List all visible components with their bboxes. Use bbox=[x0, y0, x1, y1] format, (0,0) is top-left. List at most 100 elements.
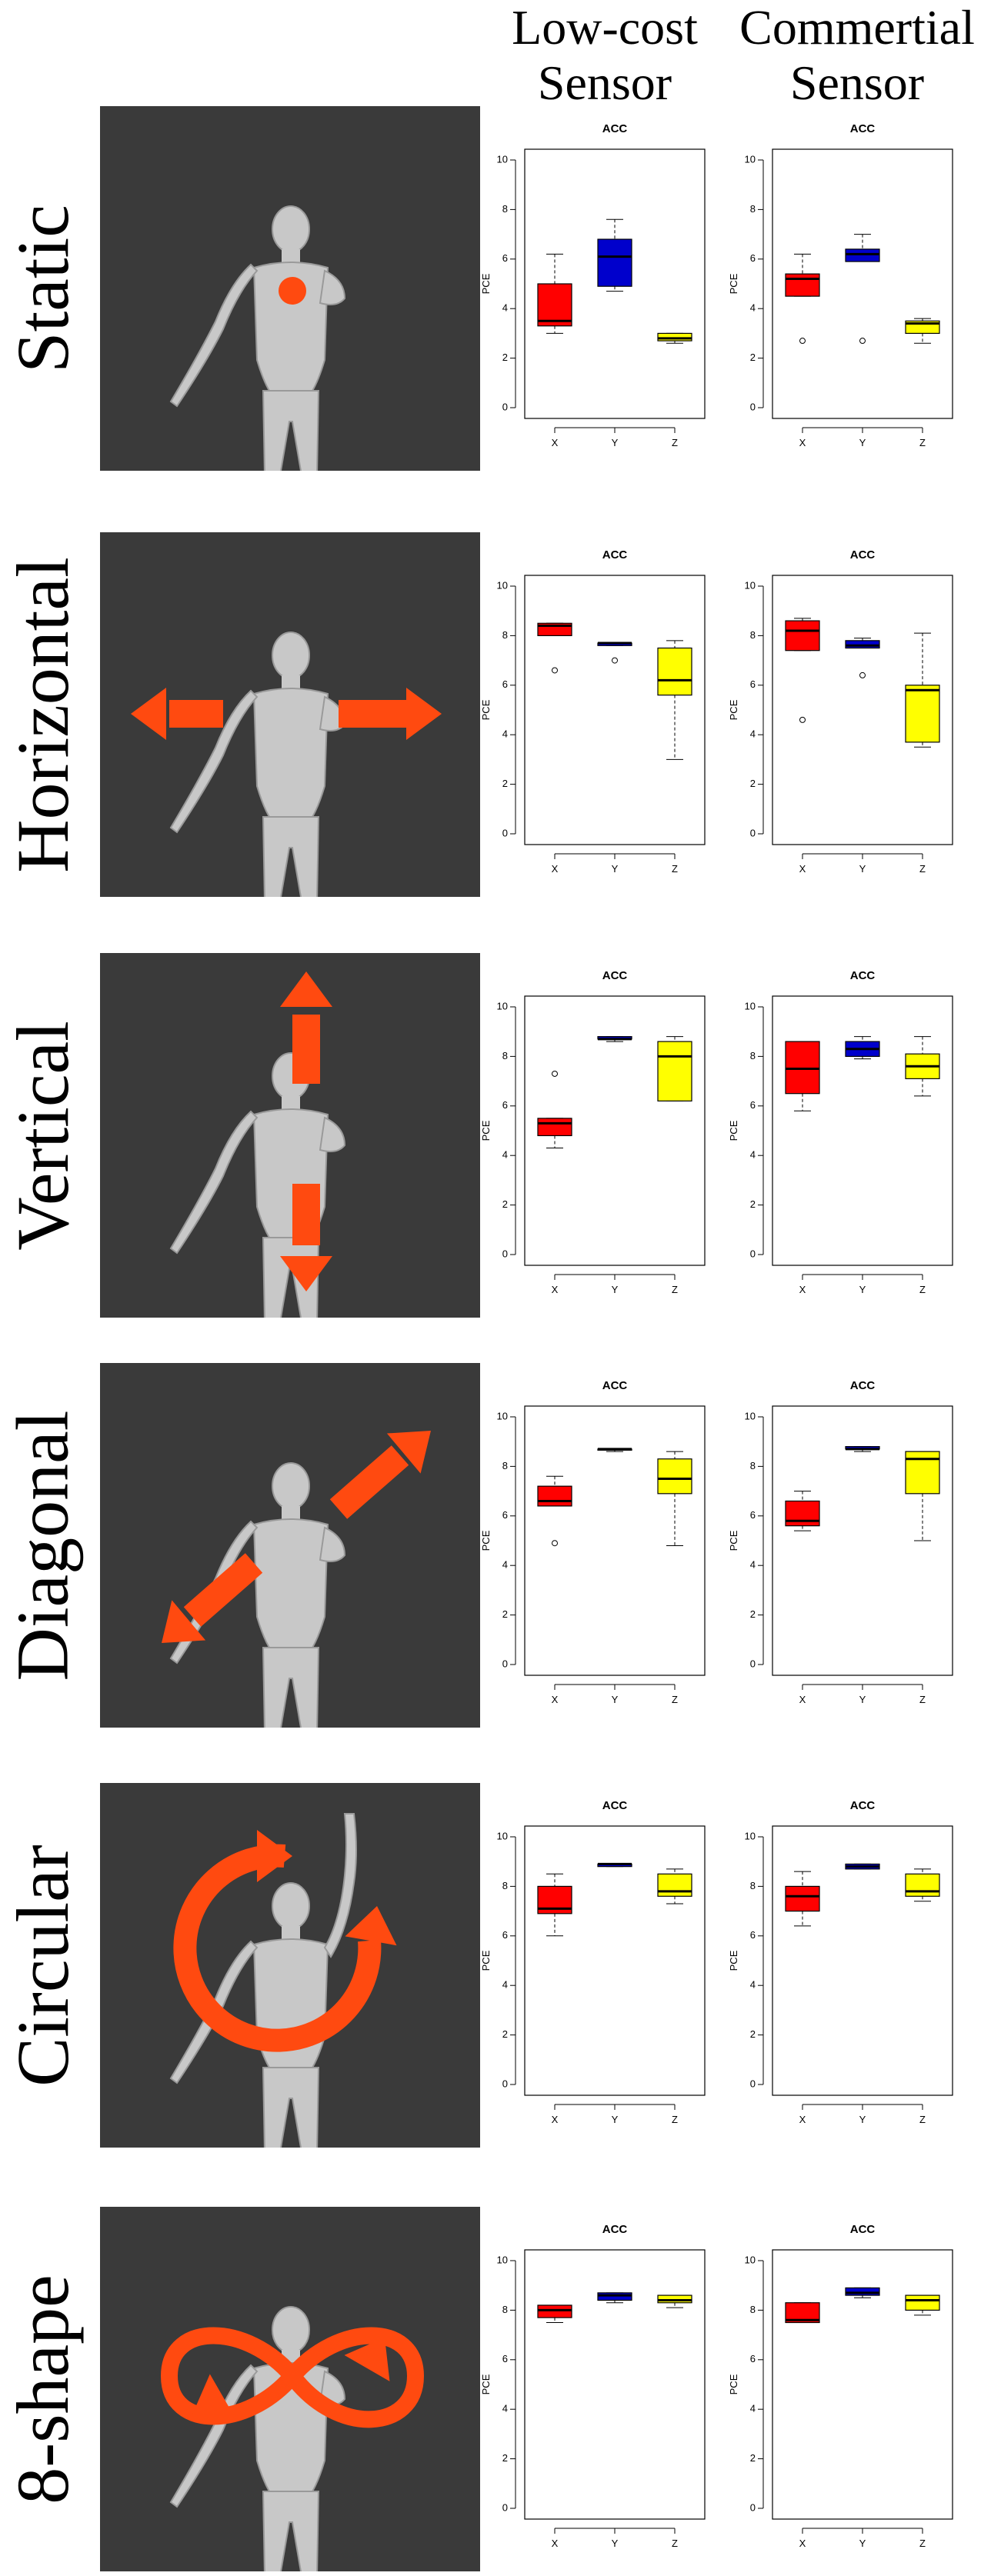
chart-static-low-cost-box-X bbox=[537, 253, 572, 334]
chart-circular-commercial-ylabel: PCE bbox=[728, 1950, 739, 1971]
chart-horizontal-low-cost-ytick-label-5: 10 bbox=[497, 579, 508, 591]
chart-8-shape-commercial-iqr-Y bbox=[845, 2287, 880, 2296]
chart-horizontal-low-cost-ytick-label-3: 6 bbox=[502, 678, 508, 690]
figure-eight-arrow-icon bbox=[160, 2327, 425, 2428]
chart-vertical-low-cost-ytick-label-0: 0 bbox=[502, 1248, 508, 1259]
chart-diagonal-commercial-xtick-label-Z: Z bbox=[919, 1694, 926, 1705]
chart-circular-commercial-xtick-label-X: X bbox=[799, 2114, 806, 2125]
chart-diagonal-low-cost-box-Y bbox=[597, 1448, 632, 1452]
chart-horizontal-low-cost-outlier-X-0 bbox=[552, 667, 558, 674]
chart-diagonal-low-cost-iqr-X bbox=[537, 1485, 572, 1507]
row-label-text: Vertical bbox=[1, 1020, 84, 1251]
chart-circular-commercial-title: ACC bbox=[850, 1799, 876, 1812]
chart-static-low-cost-svg: ACC 0 2 4 6 8 10 PCE X Y Z bbox=[480, 122, 706, 448]
column-header-low-cost: Low-cost Sensor bbox=[489, 0, 720, 111]
chart-vertical-low-cost-iqr-Z bbox=[657, 1041, 692, 1101]
arrow-up-right-icon bbox=[329, 1431, 431, 1519]
chart-vertical-commercial-box-Y bbox=[845, 1036, 880, 1060]
chart-8-shape-low-cost-iqr-Z bbox=[657, 2294, 692, 2304]
chart-horizontal-low-cost-ytick-label-1: 2 bbox=[502, 778, 508, 789]
chart-vertical-commercial-ytick-label-3: 6 bbox=[750, 1099, 756, 1111]
chart-diagonal-low-cost-ytick-label-1: 2 bbox=[502, 1608, 508, 1620]
chart-8-shape-low-cost-ytick-label-2: 4 bbox=[502, 2403, 508, 2414]
human-figure bbox=[169, 632, 346, 897]
row-label-text: Circular bbox=[1, 1844, 84, 2087]
chart-diagonal-commercial-ytick-label-0: 0 bbox=[750, 1658, 756, 1669]
arrow-right-icon bbox=[339, 688, 442, 740]
row-label-horizontal: Horizontal bbox=[0, 532, 85, 897]
chart-vertical-low-cost-ytick-label-2: 4 bbox=[502, 1149, 508, 1161]
chart-horizontal-commercial-box-X bbox=[785, 618, 820, 723]
chart-static-commercial-title: ACC bbox=[850, 122, 876, 135]
chart-static-low-cost-iqr-Z bbox=[657, 332, 692, 342]
motion-illustration-8-shape bbox=[100, 2207, 480, 2571]
row-label-diagonal: Diagonal bbox=[0, 1363, 85, 1728]
chart-vertical-low-cost-ytick-label-1: 2 bbox=[502, 1198, 508, 1210]
chart-vertical-commercial-ytick-label-0: 0 bbox=[750, 1248, 756, 1259]
chart-diagonal-commercial-box-Y bbox=[845, 1446, 880, 1452]
chart-horizontal-commercial-iqr-Z bbox=[905, 685, 940, 743]
chart-circular-low-cost-ytick-label-0: 0 bbox=[502, 2078, 508, 2089]
motion-overlay bbox=[280, 971, 332, 1291]
chart-horizontal-commercial-iqr-Y bbox=[845, 640, 880, 649]
chart-circular-low-cost-ytick-label-1: 2 bbox=[502, 2028, 508, 2040]
chart-diagonal-low-cost-xtick-label-Z: Z bbox=[672, 1694, 678, 1705]
chart-diagonal-low-cost-plot-frame bbox=[524, 1405, 706, 1676]
chart-circular-commercial-xtick-label-Y: Y bbox=[859, 2114, 866, 2125]
chart-diagonal-low-cost-ytick-label-3: 6 bbox=[502, 1509, 508, 1521]
chart-8-shape-commercial-ytick-label-4: 8 bbox=[750, 2304, 756, 2315]
chart-diagonal-commercial-ytick-label-2: 4 bbox=[750, 1559, 756, 1571]
chart-vertical-commercial-ylabel: PCE bbox=[728, 1120, 739, 1141]
chart-horizontal-low-cost-outlier-Y-0 bbox=[612, 657, 618, 664]
chart-horizontal-commercial: ACC 0 2 4 6 8 10 PCE X Y Z bbox=[728, 537, 968, 901]
chart-circular-low-cost-box-X bbox=[537, 1873, 572, 1937]
chart-static-low-cost-ylabel: PCE bbox=[480, 273, 492, 294]
chart-static-low-cost-xtick-label-Y: Y bbox=[612, 437, 619, 448]
chart-static-commercial-outlier-X-0 bbox=[799, 338, 806, 345]
chart-diagonal-commercial-ytick-label-4: 8 bbox=[750, 1460, 756, 1471]
chart-horizontal-low-cost-xtick-label-Z: Z bbox=[672, 863, 678, 875]
chart-8-shape-low-cost: ACC 0 2 4 6 8 10 PCE X Y Z bbox=[480, 2211, 720, 2576]
chart-vertical-low-cost-xtick-label-Y: Y bbox=[612, 1284, 619, 1295]
chart-vertical-low-cost-xtick-label-X: X bbox=[552, 1284, 559, 1295]
chart-horizontal-low-cost-ytick-label-0: 0 bbox=[502, 827, 508, 838]
chart-circular-commercial-iqr-Z bbox=[905, 1873, 940, 1897]
chart-circular-low-cost-xtick-label-X: X bbox=[552, 2114, 559, 2125]
chart-static-commercial-ytick-label-5: 10 bbox=[745, 153, 756, 165]
chart-8-shape-low-cost-xtick-label-Z: Z bbox=[672, 2538, 678, 2549]
column-header-commercial-line1: Commertial bbox=[739, 0, 975, 55]
chart-horizontal-low-cost: ACC 0 2 4 6 8 10 PCE X Y Z bbox=[480, 537, 720, 901]
chart-static-commercial-box-X bbox=[785, 253, 820, 345]
chart-8-shape-low-cost-iqr-X bbox=[537, 2304, 572, 2318]
chart-8-shape-commercial-box-Z bbox=[905, 2294, 940, 2316]
chart-diagonal-low-cost-outlier-X-0 bbox=[552, 1540, 558, 1547]
chart-horizontal-commercial-outlier-Y-0 bbox=[859, 671, 866, 678]
chart-8-shape-commercial-ytick-label-3: 6 bbox=[750, 2353, 756, 2364]
chart-static-low-cost-box-Z bbox=[657, 332, 692, 344]
motion-illustration-static bbox=[100, 106, 480, 471]
chart-horizontal-commercial-xtick-label-Z: Z bbox=[919, 863, 926, 875]
chart-circular-low-cost-box-Z bbox=[657, 1868, 692, 1905]
chart-8-shape-commercial-xtick-label-Y: Y bbox=[859, 2538, 866, 2549]
chart-8-shape-low-cost-xtick-label-X: X bbox=[552, 2538, 559, 2549]
arrow-left-icon bbox=[131, 688, 223, 740]
chart-static-commercial-box-Z bbox=[905, 318, 940, 344]
motion-overlay bbox=[131, 688, 442, 740]
chart-vertical-low-cost-xtick-label-Z: Z bbox=[672, 1284, 678, 1295]
chart-vertical-low-cost-ytick-label-3: 6 bbox=[502, 1099, 508, 1111]
chart-diagonal-low-cost-box-X bbox=[537, 1475, 572, 1547]
chart-vertical-low-cost-outlier-X-0 bbox=[552, 1070, 558, 1077]
chart-8-shape-low-cost-ytick-label-1: 2 bbox=[502, 2452, 508, 2464]
chart-circular-low-cost-xtick-label-Z: Z bbox=[672, 2114, 678, 2125]
chart-diagonal-commercial-box-X bbox=[785, 1491, 820, 1531]
motion-illustration-horizontal bbox=[100, 532, 480, 897]
chart-8-shape-commercial: ACC 0 2 4 6 8 10 PCE X Y Z bbox=[728, 2211, 968, 2576]
chart-vertical-low-cost-ylabel: PCE bbox=[480, 1120, 492, 1141]
chart-diagonal-commercial-svg: ACC 0 2 4 6 8 10 PCE X Y Z bbox=[728, 1379, 953, 1705]
chart-horizontal-low-cost-xtick-label-Y: Y bbox=[612, 863, 619, 875]
chart-8-shape-commercial-ytick-label-1: 2 bbox=[750, 2452, 756, 2464]
arrow-down-left-icon bbox=[162, 1553, 263, 1643]
chart-horizontal-low-cost-box-X bbox=[537, 622, 572, 674]
motion-overlay bbox=[160, 2327, 425, 2428]
chart-horizontal-commercial-ylabel: PCE bbox=[728, 699, 739, 720]
